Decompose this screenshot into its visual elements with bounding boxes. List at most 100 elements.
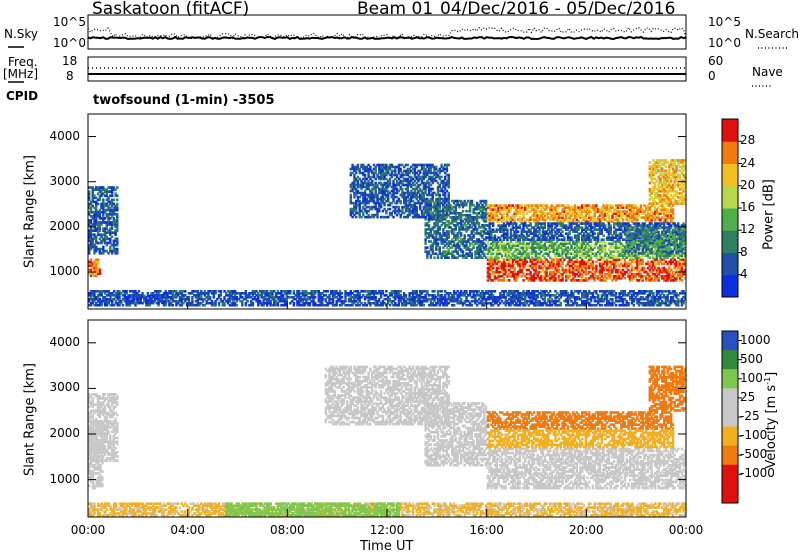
power-cell [408,181,411,185]
power-cell [143,294,146,298]
power-cell [356,199,360,203]
power-cell [372,294,376,297]
power-cell [102,210,105,214]
power-cell [662,276,666,280]
power-cell [392,191,395,195]
power-cell [431,165,434,169]
power-cell [105,212,108,216]
power-cell [358,177,361,181]
power-cell [110,190,114,193]
power-cell [476,290,479,293]
power-cell [337,292,340,295]
power-cell [449,240,452,243]
power-cell [545,262,548,266]
power-cell [458,199,461,203]
power-cell [438,220,441,223]
power-cell [440,224,443,227]
power-cell [456,296,459,299]
power-cell [89,229,93,232]
power-cell [520,297,523,301]
power-cell [164,303,167,307]
power-cell [550,297,554,301]
power-cell [554,296,557,299]
power-cell [112,245,115,249]
power-cell [582,292,586,295]
power-cell [625,303,628,307]
power-cell [545,266,548,270]
power-cell [98,241,101,245]
power-cell [670,262,673,266]
power-cell [506,279,509,282]
power-cell [614,294,618,297]
power-cell [684,262,686,266]
power-cell [605,264,609,268]
power-cell [369,169,372,173]
power-cell [582,296,586,299]
power-cell [629,276,632,280]
power-cell [650,299,653,303]
power-cell [433,209,436,213]
power-cell [365,201,368,205]
power-cell [654,299,657,303]
power-cell [404,191,408,195]
power-cell [102,214,105,218]
power-cell [476,222,479,225]
power-cell [522,279,525,282]
power-cell [319,301,322,305]
power-cell [96,290,100,293]
power-cell [470,201,473,205]
power-cell [381,177,385,181]
power-cell [573,274,577,278]
power-cell [636,299,639,303]
power-cell [100,192,103,196]
power-cell [216,297,219,301]
power-cell [363,209,367,213]
power-cell [454,250,457,253]
power-cell [573,296,577,299]
power-cell [426,232,429,235]
power-cell [444,290,447,293]
power-cell [518,252,522,255]
power-cell [399,181,402,185]
power-cell [470,303,473,307]
power-cell [411,183,415,187]
power-cell [429,246,433,249]
power-cell [627,294,630,297]
power-cell [611,297,614,301]
power-cell [549,266,552,270]
power-cell [89,214,93,218]
power-cell [152,299,155,303]
power-cell [508,297,511,301]
power-cell [616,258,619,262]
power-cell [488,264,491,268]
power-cell [449,222,452,225]
power-cell [435,246,438,249]
power-cell [625,301,628,305]
power-cell [406,177,409,181]
power-cell [595,274,598,278]
power-cell [435,213,438,217]
power-cell [604,292,607,295]
power-cell [301,297,304,301]
power-cell [411,290,415,293]
power-cell [602,276,605,280]
power-cell [371,189,374,193]
power-cell [171,303,174,307]
power-cell [408,211,411,215]
power-cell [319,299,322,303]
power-cell [273,301,276,305]
power-cell [223,296,226,299]
power-cell [433,167,436,171]
power-cell [509,246,513,249]
power-cell [365,303,368,307]
power-cell [335,303,338,307]
power-cell [251,294,255,297]
power-cell [504,272,507,276]
power-cell [500,296,504,299]
power-cell [444,197,447,201]
power-cell [200,297,203,301]
power-cell [680,290,684,293]
power-cell [572,260,575,264]
power-cell [422,215,425,219]
power-cell [88,202,91,206]
